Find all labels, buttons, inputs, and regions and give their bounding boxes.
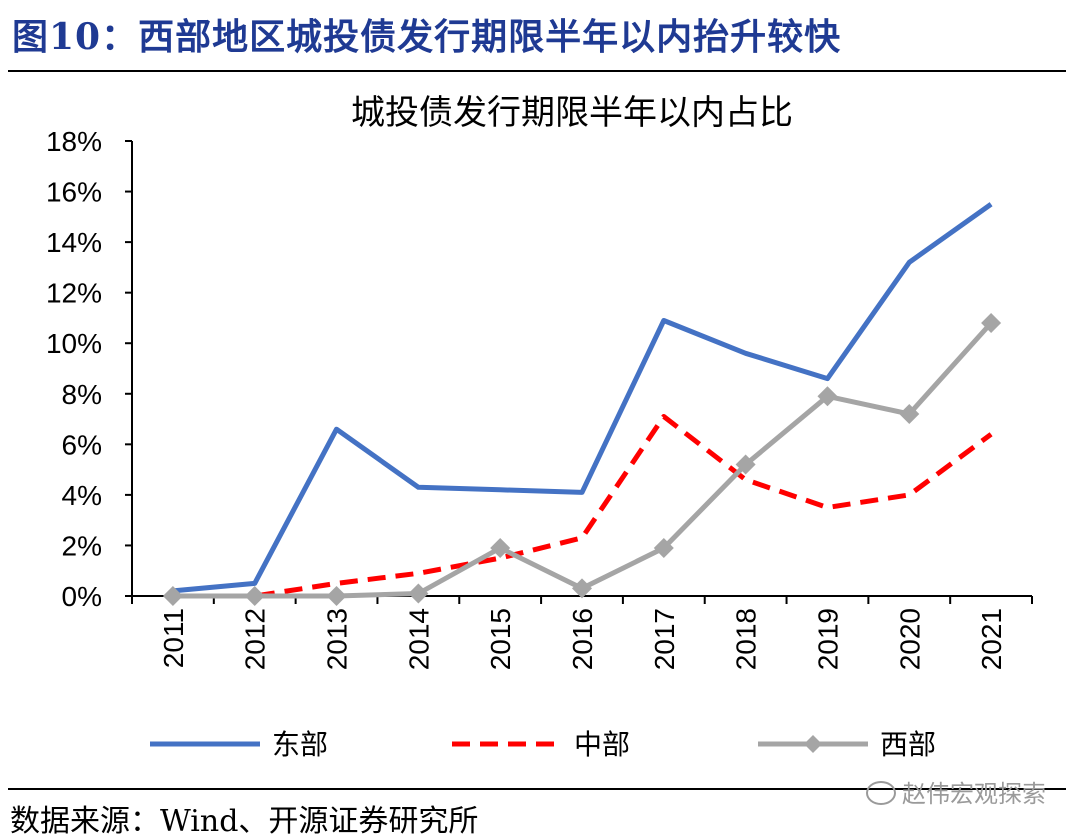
legend-label-3: 西部 xyxy=(880,728,936,761)
source-note: 数据来源：Wind、开源证券研究所 xyxy=(10,804,479,839)
y-tick-label: 8% xyxy=(62,379,102,410)
x-tick-label: 2018 xyxy=(731,608,762,670)
y-tick-label: 16% xyxy=(46,177,102,208)
x-tick-label: 2014 xyxy=(403,608,434,670)
watermark-text: 赵伟宏观探索 xyxy=(902,780,1046,808)
x-tick-label: 2015 xyxy=(485,608,516,670)
series-line-1 xyxy=(172,202,993,594)
x-tick-label: 2020 xyxy=(894,608,925,670)
y-tick-label: 10% xyxy=(46,328,102,359)
x-tick-label: 2017 xyxy=(649,608,680,670)
x-tick-label: 2013 xyxy=(322,608,353,670)
line-chart: 城投债发行期限半年以内占比 0% 2% 4% 6% 8% 10% 12% 14% 16% 18% 2… xyxy=(46,93,1033,761)
legend-label-1: 东部 xyxy=(272,728,328,761)
y-tick-label: 4% xyxy=(62,480,102,511)
watermark: 赵伟宏观探索 xyxy=(866,774,1046,809)
series-3-point xyxy=(162,586,183,606)
y-tick-label: 6% xyxy=(62,429,102,460)
y-tick-label: 2% xyxy=(62,530,102,561)
y-tick-label: 0% xyxy=(62,581,102,612)
series-3-point xyxy=(572,578,592,599)
series-3-point xyxy=(653,537,674,558)
y-tick-label: 12% xyxy=(46,278,102,309)
series-3-point xyxy=(244,586,265,606)
legend-label-2: 中部 xyxy=(574,728,630,761)
series-3-point xyxy=(899,404,920,424)
y-tick-label: 18% xyxy=(46,126,102,157)
wechat-icon xyxy=(866,781,896,805)
series-3-point xyxy=(981,313,1002,333)
figure-title: 图10：西部地区城投债发行期限半年以内抬升较快 xyxy=(12,16,842,58)
x-tick-label: 2016 xyxy=(567,608,598,670)
series-3-point xyxy=(817,386,838,407)
series-3-point xyxy=(408,583,429,604)
series-3-point xyxy=(735,454,756,475)
legend-marker-3 xyxy=(804,735,822,753)
chart-title: 城投债发行期限半年以内占比 xyxy=(351,93,793,133)
x-tick-label: 2011 xyxy=(158,608,189,668)
series-line-3 xyxy=(172,321,993,599)
top-rule xyxy=(8,70,1066,72)
series-3-point xyxy=(326,586,347,606)
x-tick-label: 2019 xyxy=(812,608,843,670)
y-tick-label: 14% xyxy=(46,227,102,258)
series-3-point xyxy=(490,537,511,558)
x-tick-label: 2012 xyxy=(240,608,271,670)
bottom-rule xyxy=(8,788,1066,790)
x-tick-label: 2021 xyxy=(976,608,1007,670)
